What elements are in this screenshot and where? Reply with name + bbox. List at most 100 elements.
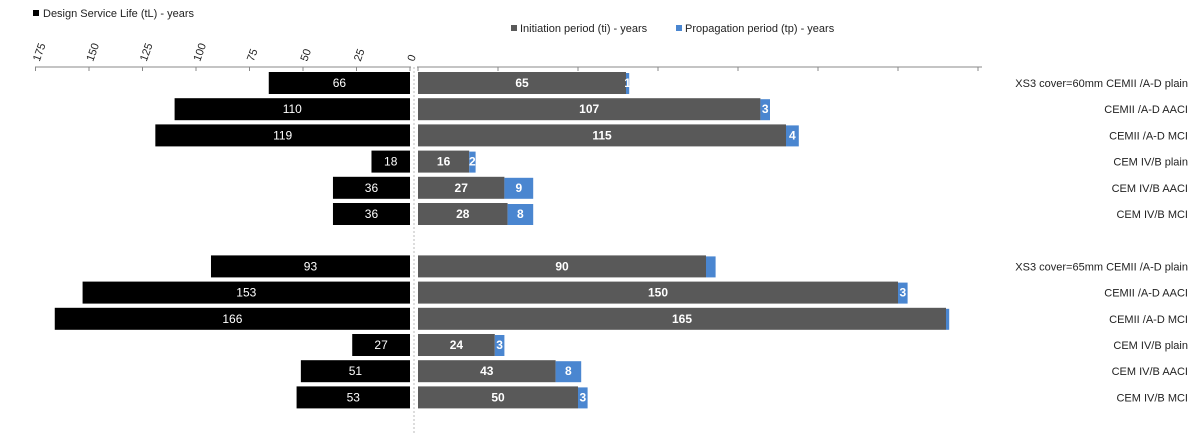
initiation-label: 24 — [450, 338, 464, 352]
initiation-bar — [418, 281, 898, 304]
design-life-label: 51 — [349, 364, 363, 378]
initiation-bar — [418, 176, 505, 199]
category-label: CEM IV/B AACI — [1112, 366, 1188, 378]
category-label: CEMII /A-D AACI — [1104, 104, 1188, 116]
design-life-label: 36 — [365, 207, 379, 221]
propagation-label: 8 — [565, 364, 572, 378]
initiation-bar — [418, 255, 706, 278]
propagation-label: 1 — [624, 76, 631, 90]
initiation-bar — [418, 124, 786, 147]
propagation-label: 2 — [469, 155, 476, 169]
initiation-bar — [418, 334, 495, 356]
initiation-label: 107 — [579, 102, 599, 116]
propagation-bar — [504, 177, 534, 199]
design-life-label: 27 — [374, 338, 388, 352]
initiation-label: 28 — [456, 207, 470, 221]
axes — [35, 66, 982, 433]
design-life-bar — [155, 124, 410, 147]
initiation-label: 43 — [480, 364, 494, 378]
initiation-bar — [418, 98, 761, 121]
legend: Design Service Life (tL) - years Initiat… — [33, 8, 835, 35]
left-tick-label: 150 — [85, 42, 103, 63]
initiation-bar — [418, 360, 556, 383]
initiation-label: 90 — [555, 259, 569, 273]
initiation-bar — [418, 307, 946, 330]
propagation-bar — [494, 335, 505, 356]
initiation-bar — [418, 150, 470, 173]
propagation-bar — [706, 256, 716, 278]
legend-swatch-initiation — [511, 25, 517, 31]
legend-label-initiation: Initiation period (ti) - years — [520, 23, 648, 35]
initiation-label: 150 — [648, 286, 668, 300]
propagation-label: 3 — [762, 102, 769, 116]
left-tick-label: 175 — [31, 42, 49, 63]
propagation-bar — [578, 387, 588, 409]
legend-swatch-propagation — [676, 25, 682, 31]
propagation-bar — [507, 204, 534, 225]
left-tick-label: 100 — [192, 42, 210, 63]
propagation-label: 8 — [517, 207, 524, 221]
category-label: CEM IV/B AACI — [1112, 183, 1188, 195]
propagation-label: 3 — [579, 390, 586, 404]
design-life-bar — [371, 150, 410, 173]
propagation-bar — [786, 125, 799, 147]
initiation-bar — [418, 203, 508, 225]
propagation-bar — [946, 308, 950, 330]
propagation-label: 9 — [515, 181, 522, 195]
propagation-bar — [555, 361, 582, 383]
design-life-bar — [300, 360, 410, 383]
initiation-label: 115 — [592, 128, 612, 142]
design-life-label: 153 — [236, 286, 256, 300]
propagation-bar — [469, 151, 476, 173]
category-label: CEMII /A-D MCI — [1109, 130, 1188, 142]
category-label: CEM IV/B MCI — [1116, 392, 1188, 404]
design-life-bar — [332, 203, 410, 225]
propagation-bar — [898, 282, 908, 304]
left-tick-label: 0 — [406, 53, 419, 63]
left-tick-label: 125 — [138, 42, 156, 63]
right-axis-ticks — [417, 67, 979, 71]
design-life-bar — [296, 386, 410, 409]
design-life-label: 93 — [304, 259, 318, 273]
legend-swatch-design-life — [33, 10, 39, 16]
design-life-label: 166 — [222, 312, 242, 326]
initiation-label: 65 — [515, 76, 529, 90]
design-life-label: 110 — [283, 102, 302, 116]
left-tick-label: 25 — [352, 47, 367, 63]
left-tick-label: 50 — [299, 47, 314, 63]
category-label: XS3 cover=60mm CEMII /A-D plain — [1015, 78, 1188, 90]
initiation-bar — [418, 72, 626, 94]
design-life-bar — [54, 307, 410, 330]
bars: 66 65 1 110 107 3 119 115 4 18 16 2 36 27 9 36 28 8 93 90 15… — [54, 72, 950, 409]
design-life-label: 18 — [384, 155, 398, 169]
propagation-bar — [760, 99, 770, 121]
legend-label-propagation: Propagation period (tp) - years — [685, 23, 835, 35]
design-life-label: 53 — [347, 390, 361, 404]
initiation-label: 16 — [437, 155, 451, 169]
initiation-bar — [418, 386, 578, 409]
left-axis-ticks: 175 150 125 100 75 50 25 0 — [31, 42, 419, 71]
category-label: CEM IV/B MCI — [1116, 209, 1188, 221]
design-life-bar — [210, 255, 410, 278]
propagation-label: 3 — [899, 286, 906, 300]
category-label: CEM IV/B plain — [1113, 157, 1188, 169]
legend-label-design-life: Design Service Life (tL) - years — [43, 8, 194, 20]
design-life-label: 66 — [333, 76, 347, 90]
initiation-label: 165 — [672, 312, 692, 326]
propagation-label: 4 — [789, 128, 796, 142]
design-life-bar — [332, 176, 410, 199]
design-life-bar — [82, 281, 410, 304]
category-label: CEM IV/B plain — [1113, 340, 1188, 352]
category-label: XS3 cover=65mm CEMII /A-D plain — [1015, 261, 1188, 273]
row-labels: XS3 cover=60mm CEMII /A-D plain CEMII /A-… — [1015, 78, 1188, 404]
category-label: CEMII /A-D AACI — [1104, 288, 1188, 300]
left-tick-label: 75 — [245, 47, 260, 63]
design-life-bar — [268, 72, 410, 94]
design-life-label: 119 — [273, 128, 292, 142]
propagation-bar — [626, 73, 630, 94]
design-life-bar — [174, 98, 410, 121]
category-label: CEMII /A-D MCI — [1109, 314, 1188, 326]
design-life-label: 36 — [365, 181, 379, 195]
